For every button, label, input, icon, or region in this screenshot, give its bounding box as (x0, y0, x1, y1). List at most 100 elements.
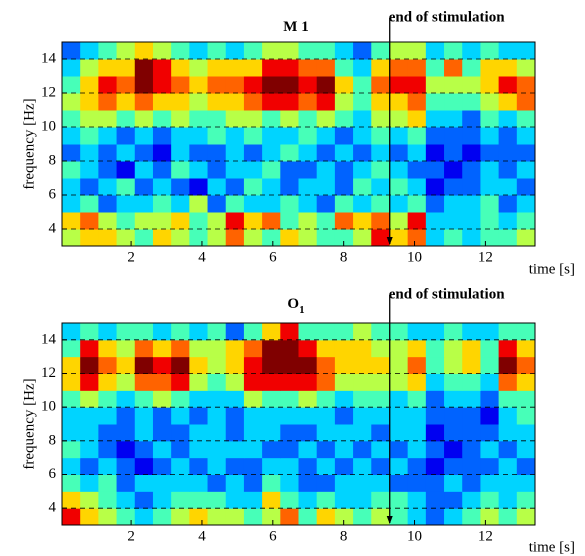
heatmap-cell (389, 339, 409, 358)
x-tick-label: 10 (407, 249, 422, 265)
heatmap-cell (116, 440, 136, 459)
heatmap-cell (298, 42, 318, 60)
heatmap-cell (298, 161, 318, 179)
heatmap-cell (116, 457, 136, 475)
heatmap-cell (316, 195, 336, 213)
annotation-text: end of stimulation (389, 286, 506, 302)
heatmap-cell (407, 127, 427, 145)
heatmap-cell (498, 178, 518, 196)
heatmap-cell (243, 440, 263, 459)
heatmap-cell (389, 212, 409, 230)
heatmap-cell (498, 110, 518, 128)
heatmap-cell (207, 212, 227, 230)
heatmap-cell (280, 59, 299, 77)
heatmap-cell (225, 127, 245, 145)
heatmap-cell (116, 127, 136, 145)
heatmap-cell (462, 76, 481, 94)
heatmap-cell (316, 59, 336, 77)
heatmap-cell (62, 110, 81, 128)
heatmap-cell (98, 42, 118, 60)
heatmap-cell (407, 323, 427, 341)
heatmap-cell (62, 144, 81, 162)
heatmap-cell (207, 110, 227, 128)
plot-frame (61, 322, 536, 526)
heatmap-cell (316, 356, 336, 374)
heatmap-cell (371, 440, 390, 459)
heatmap-cell (62, 93, 81, 111)
heatmap-cell (280, 390, 299, 408)
heatmap-cell (116, 42, 136, 60)
heatmap-cell (98, 323, 118, 341)
heatmap-cell (480, 407, 500, 425)
heatmap-cell (444, 110, 463, 128)
heatmap-cell (334, 390, 354, 408)
heatmap-cell (516, 161, 536, 179)
heatmap-cell (425, 474, 445, 492)
y-axis-label: frequency [Hz] (21, 378, 37, 469)
heatmap-cell (152, 474, 172, 492)
heatmap-cell (280, 144, 299, 162)
heatmap-cell (353, 42, 372, 60)
heatmap-cell (152, 356, 172, 374)
heatmap-cell (334, 59, 354, 77)
heatmap-cell (462, 440, 481, 459)
heatmap-cell (462, 474, 481, 492)
heatmap-cell (134, 229, 154, 247)
heatmap-cell (334, 127, 354, 145)
heatmap-cell (134, 161, 154, 179)
heatmap-cell (116, 339, 136, 358)
heatmap-cell (316, 474, 336, 492)
heatmap-cell (389, 59, 409, 77)
y-tick-label: 8 (49, 152, 57, 168)
heatmap-cell (462, 339, 481, 358)
heatmap-cell (316, 323, 336, 341)
heatmap-cell (152, 508, 172, 526)
heatmap-cell (207, 127, 227, 145)
heatmap-cell (152, 161, 172, 179)
heatmap-cell (62, 76, 81, 94)
heatmap-cell (189, 161, 209, 179)
heatmap-cell (353, 457, 372, 475)
heatmap-cell (207, 373, 227, 391)
heatmap-cell (134, 110, 154, 128)
heatmap-cell (462, 144, 481, 162)
plot-frame (61, 41, 536, 247)
heatmap-cell (334, 42, 354, 60)
heatmap-cell (498, 229, 518, 247)
heatmap-cell (353, 161, 372, 179)
heatmap-cell (225, 457, 245, 475)
heatmap-cell (80, 127, 99, 145)
heatmap-cell (243, 161, 263, 179)
heatmap-cell (480, 373, 500, 391)
heatmap-cell (516, 339, 536, 358)
heatmap-cell (262, 178, 281, 196)
heatmap-cell (62, 339, 81, 358)
y-tick-label: 14 (41, 331, 57, 347)
heatmap-cell (171, 373, 190, 391)
heatmap-cell (425, 424, 445, 442)
heatmap-cell (116, 212, 136, 230)
heatmap-cell (389, 356, 409, 374)
heatmap-cell (516, 195, 536, 213)
heatmap-cell (189, 127, 209, 145)
heatmap-cell (425, 491, 445, 509)
heatmap-cell (243, 323, 263, 341)
y-tick-label: 6 (49, 466, 57, 482)
heatmap-cell (62, 491, 81, 509)
heatmap-cell (116, 424, 136, 442)
heatmap-cell (243, 195, 263, 213)
heatmap-cell (152, 407, 172, 425)
heatmap-cell (353, 59, 372, 77)
heatmap-cell (116, 508, 136, 526)
heatmap-cell (334, 407, 354, 425)
heatmap-cell (262, 110, 281, 128)
heatmap-cell (189, 42, 209, 60)
heatmap-cell (98, 229, 118, 247)
heatmap-cell (462, 491, 481, 509)
heatmap-cell (171, 407, 190, 425)
heatmap-cell (425, 508, 445, 526)
heatmap-cell (425, 356, 445, 374)
heatmap-cell (189, 144, 209, 162)
